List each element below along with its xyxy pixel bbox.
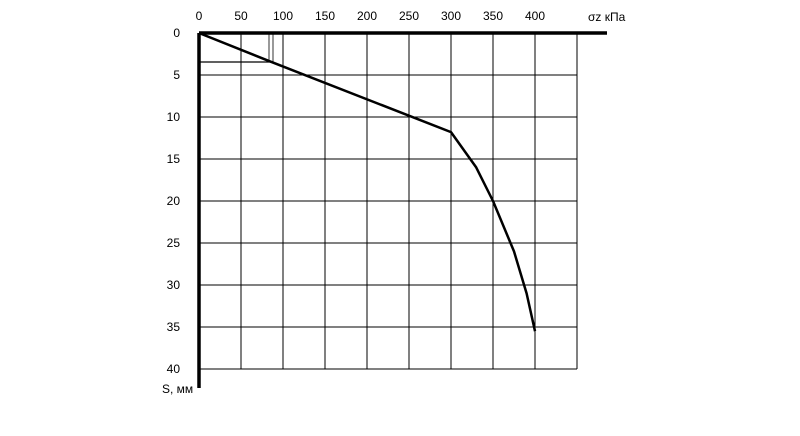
y-tick-label: 35: [167, 320, 181, 334]
x-tick-label: 350: [483, 9, 503, 23]
y-tick-label: 20: [167, 194, 181, 208]
y-tick-label: 5: [173, 68, 180, 82]
y-tick-label: 0: [173, 26, 180, 40]
x-tick-label: 100: [273, 9, 293, 23]
y-tick-label: 40: [167, 362, 181, 376]
y-tick-label: 25: [167, 236, 181, 250]
x-tick-label: 250: [399, 9, 419, 23]
y-tick-label: 30: [167, 278, 181, 292]
x-tick-label: 300: [441, 9, 461, 23]
data-line: [198, 31, 537, 332]
y-tick-label: 15: [167, 152, 181, 166]
x-tick-label: 200: [357, 9, 377, 23]
x-tick-label: 400: [525, 9, 545, 23]
x-tick-label: 150: [315, 9, 335, 23]
x-axis-label: σz кПа: [588, 10, 626, 24]
x-tick-label: 0: [196, 9, 203, 23]
y-axis-label: S, мм: [162, 382, 193, 396]
y-tick-label: 10: [167, 110, 181, 124]
x-tick-label: 50: [234, 9, 248, 23]
